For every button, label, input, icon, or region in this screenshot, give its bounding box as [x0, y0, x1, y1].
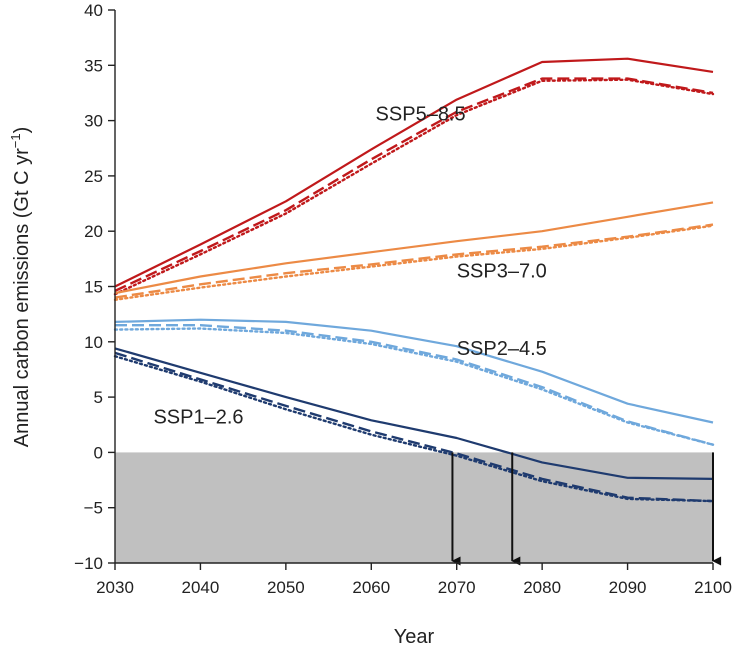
series-label-2: SSP2–4.5: [457, 338, 547, 360]
y-tick-label: 5: [94, 388, 103, 407]
series-labels: SSP5–8.5 SSP3–7.0 SSP2–4.5 SSP1–2.6: [153, 104, 546, 429]
series-line-2-dashed: [115, 324, 714, 446]
x-tick-label: 2030: [96, 578, 134, 597]
y-tick-label: 10: [84, 333, 103, 352]
series-line-3-solid: [114, 347, 714, 480]
series-lines: [113, 57, 715, 503]
y-tick-label: 40: [84, 1, 103, 20]
y-tick-label: 20: [84, 222, 103, 241]
y-tick-label: 25: [84, 167, 103, 186]
series-line-1-solid: [114, 201, 714, 295]
series-line-1-dashed: [114, 223, 714, 299]
y-axis-title-superscript: −1: [8, 133, 23, 148]
y-tick-label: 30: [84, 112, 103, 131]
y-tick-label: 35: [84, 56, 103, 75]
series-label-0: SSP5–8.5: [376, 104, 466, 126]
net-zero-arrows: [451, 452, 722, 566]
x-axis-title: Year: [394, 626, 435, 647]
series-line-2-solid: [114, 318, 714, 424]
y-tick-label: −10: [74, 554, 103, 573]
x-tick-label: 2090: [609, 578, 647, 597]
x-tick-label: 2050: [267, 578, 305, 597]
negative-region-fill: [115, 452, 713, 563]
series-label-3: SSP1–2.6: [153, 407, 243, 429]
y-tick-label: −5: [84, 499, 103, 518]
x-tick-label: 2070: [438, 578, 476, 597]
negative-emissions-region: [115, 452, 713, 563]
series-line-0-dotted: [113, 78, 715, 296]
x-tick-label: 2100: [694, 578, 732, 597]
y-tick-label: 15: [84, 278, 103, 297]
y-axis-title: Annual carbon emissions (Gt C yr−1): [8, 127, 33, 448]
x-tick-label: 2040: [182, 578, 220, 597]
x-tick-label: 2080: [523, 578, 561, 597]
series-line-3-dotted: [113, 355, 715, 503]
x-tick-label: 2060: [352, 578, 390, 597]
y-axis-title-close: ): [11, 127, 33, 134]
series-line-0-dashed: [114, 77, 714, 292]
series-line-0-solid: [114, 57, 714, 288]
series-line-2-dotted: [113, 327, 715, 446]
y-tick-label: 0: [94, 443, 103, 462]
axes: 2030 2040 2050 2060 2070 2080 2090 2100−10−5051…: [74, 1, 732, 597]
y-axis-title-main: Annual carbon emissions (Gt C yr: [11, 148, 33, 447]
series-line-3-dashed: [114, 351, 714, 503]
series-line-1-dotted: [113, 224, 715, 301]
series-label-1: SSP3–7.0: [457, 261, 547, 283]
